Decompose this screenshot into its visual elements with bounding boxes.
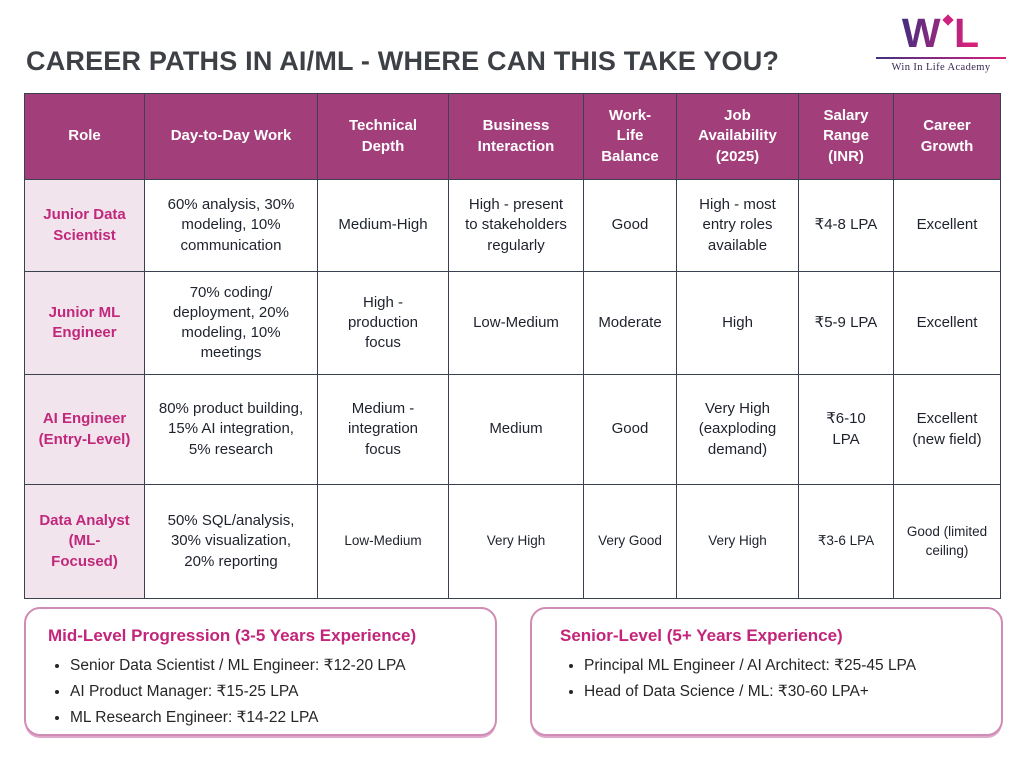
- column-header-role: Role: [24, 93, 145, 180]
- senior-level-box-list: Principal ML Engineer / AI Architect: ₹2…: [532, 655, 1001, 703]
- table-cell: Medium-High: [317, 179, 449, 272]
- table-cell: Excellent: [893, 271, 1001, 375]
- column-header-business-interaction: Business Interaction: [448, 93, 584, 180]
- table-row: Junior ML Engineer 70% coding/ deploymen…: [24, 271, 1001, 375]
- column-header-job-availability: Job Availability (2025): [676, 93, 799, 180]
- table-cell: Good: [583, 374, 677, 485]
- table-cell: ₹6-10 LPA: [798, 374, 894, 485]
- list-item: AI Product Manager: ₹15-25 LPA: [70, 681, 495, 703]
- column-header-career-growth: Career Growth: [893, 93, 1001, 180]
- table-cell: ₹4-8 LPA: [798, 179, 894, 272]
- table-cell: Medium - integration focus: [317, 374, 449, 485]
- table-cell: Very High (eaxploding demand): [676, 374, 799, 485]
- mid-level-box-title: Mid-Level Progression (3-5 Years Experie…: [48, 626, 417, 645]
- brand-logo: Wi L Win In Life Academy: [874, 13, 1008, 73]
- table-cell: ₹3-6 LPA: [798, 484, 894, 599]
- table-cell: Very High: [448, 484, 584, 599]
- table-cell: Excellent (new field): [893, 374, 1001, 485]
- role-cell: AI Engineer (Entry-Level): [24, 374, 145, 485]
- list-item: ML Research Engineer: ₹14-22 LPA: [70, 707, 495, 729]
- table-cell: High: [676, 271, 799, 375]
- table-cell: Low-Medium: [317, 484, 449, 599]
- list-item: Senior Data Scientist / ML Engineer: ₹12…: [70, 655, 495, 677]
- mid-level-box-list: Senior Data Scientist / ML Engineer: ₹12…: [26, 655, 495, 729]
- list-item: Head of Data Science / ML: ₹30-60 LPA+: [584, 681, 1001, 703]
- table-cell: Low-Medium: [448, 271, 584, 375]
- column-header-technical-depth: Technical Depth: [317, 93, 449, 180]
- table-cell: ₹5-9 LPA: [798, 271, 894, 375]
- table-cell: Very Good: [583, 484, 677, 599]
- table-cell: 70% coding/ deployment, 20% modeling, 10…: [144, 271, 318, 375]
- column-header-salary-range: Salary Range (INR): [798, 93, 894, 180]
- table-cell: Moderate: [583, 271, 677, 375]
- career-paths-table: Role Day-to-Day Work Technical Depth Bus…: [24, 93, 1001, 599]
- page-title: CAREER PATHS IN AI/ML - WHERE CAN THIS T…: [26, 46, 780, 76]
- logo-wordmark: Wi L: [901, 10, 981, 56]
- table-cell: High - present to stakeholders regularly: [448, 179, 584, 272]
- table-row: Data Analyst (ML-Focused) 50% SQL/analys…: [24, 484, 1001, 599]
- senior-level-box-title: Senior-Level (5+ Years Experience): [560, 626, 843, 645]
- role-cell: Data Analyst (ML-Focused): [24, 484, 145, 599]
- role-cell: Junior ML Engineer: [24, 271, 145, 375]
- table-cell: High - production focus: [317, 271, 449, 375]
- table-cell: 50% SQL/analysis, 30% visualization, 20%…: [144, 484, 318, 599]
- diamond-icon: [942, 14, 954, 26]
- table-cell: High - most entry roles available: [676, 179, 799, 272]
- table-cell: 80% product building, 15% AI integration…: [144, 374, 318, 485]
- table-header-row: Role Day-to-Day Work Technical Depth Bus…: [24, 93, 1001, 180]
- table-cell: Good (limited ceiling): [893, 484, 1001, 599]
- table-cell: Excellent: [893, 179, 1001, 272]
- logo-divider: [876, 57, 1006, 59]
- logo-tagline: Win In Life Academy: [891, 62, 991, 73]
- table-row: Junior Data Scientist 60% analysis, 30% …: [24, 179, 1001, 272]
- column-header-work-life-balance: Work-Life Balance: [583, 93, 677, 180]
- table-row: AI Engineer (Entry-Level) 80% product bu…: [24, 374, 1001, 485]
- mid-level-progression-box: Mid-Level Progression (3-5 Years Experie…: [24, 607, 497, 736]
- table-cell: Very High: [676, 484, 799, 599]
- list-item: Principal ML Engineer / AI Architect: ₹2…: [584, 655, 1001, 677]
- role-cell: Junior Data Scientist: [24, 179, 145, 272]
- table-cell: Good: [583, 179, 677, 272]
- table-cell: Medium: [448, 374, 584, 485]
- table-cell: 60% analysis, 30% modeling, 10% communic…: [144, 179, 318, 272]
- senior-level-box: Senior-Level (5+ Years Experience) Princ…: [530, 607, 1003, 736]
- column-header-day-to-day: Day-to-Day Work: [144, 93, 318, 180]
